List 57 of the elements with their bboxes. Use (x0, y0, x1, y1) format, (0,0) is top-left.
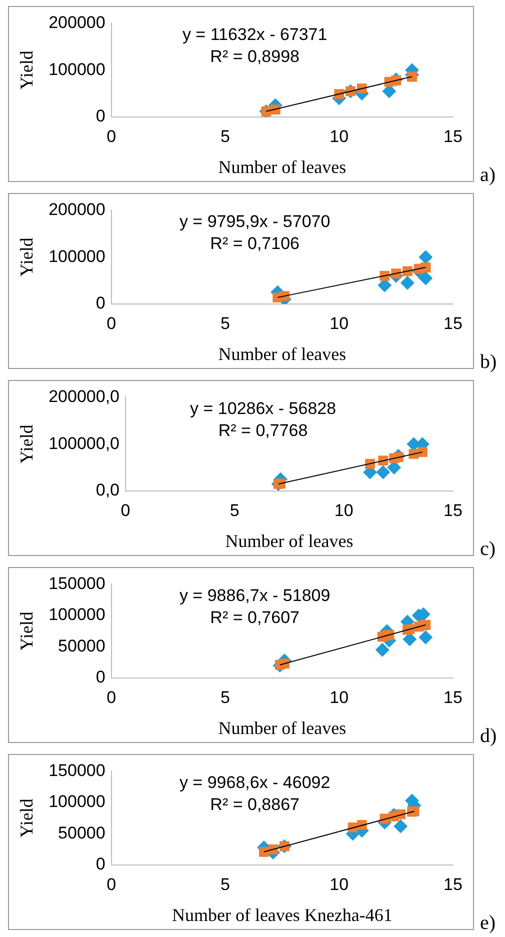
y-tick-label: 50000 (58, 823, 106, 842)
y-tick-label: 100000 (48, 792, 106, 812)
y-tick-label: 100000 (48, 60, 106, 79)
x-tick-label: 5 (230, 500, 240, 520)
y-tick-label: 100000 (48, 246, 106, 266)
x-tick-label: 15 (444, 314, 462, 333)
x-tick-label: 10 (330, 314, 349, 333)
x-tick-label: 10 (330, 874, 349, 894)
x-axis-title: Number of leaves Knezha-461 (172, 904, 392, 925)
y-tick-label: 0 (96, 106, 106, 126)
x-tick-label: 5 (220, 314, 230, 333)
x-axis-title: Number of leaves (218, 344, 346, 364)
y-tick-label: 200000 (48, 12, 106, 32)
text: c) (480, 538, 496, 561)
y-tick-label: 0 (96, 668, 106, 687)
x-tick-label: 10 (334, 500, 354, 520)
x-axis-title: Number of leaves (218, 156, 346, 177)
x-tick-label: 15 (444, 688, 462, 707)
x-tick-label: 15 (444, 500, 462, 520)
y-axis-title: Yield (16, 424, 37, 464)
text: e) (480, 912, 496, 935)
y-tick-label: 200000,0 (48, 386, 120, 406)
x-tick-label: 10 (330, 126, 349, 146)
x-tick-label: 5 (220, 688, 230, 707)
annotation: R² = 0,7106 (210, 234, 300, 253)
y-tick-label: 150000 (48, 760, 106, 780)
y-tick-label: 100000 (48, 605, 106, 624)
x-tick-label: 15 (444, 874, 462, 894)
text: d) (480, 725, 497, 748)
annotation: y = 11632x - 67371 (182, 24, 328, 44)
annotation: y = 9886,7x - 51809 (179, 586, 330, 605)
y-axis-title: Yield (16, 612, 37, 651)
y-tick-label: 200000 (48, 200, 106, 219)
x-tick-label: 10 (330, 688, 349, 707)
y-tick-label: 0 (96, 294, 106, 313)
y-axis-title: Yield (16, 238, 37, 277)
y-axis-title: Yield (16, 798, 37, 838)
y-tick-label: 150000 (48, 574, 106, 593)
annotation: R² = 0,7768 (218, 420, 308, 440)
annotation: y = 9795,9x - 57070 (179, 212, 330, 231)
x-axis-title: Number of leaves (218, 718, 346, 738)
text: a) (480, 164, 496, 187)
x-tick-label: 15 (444, 126, 462, 146)
y-tick-label: 50000 (58, 636, 106, 656)
text: b) (480, 351, 497, 374)
x-axis-title: Number of leaves (225, 530, 354, 551)
annotation: R² = 0,8998 (210, 46, 300, 66)
y-axis-title: Yield (16, 50, 37, 90)
annotation: y = 10286x - 56828 (190, 398, 336, 418)
y-tick-label: 100000,0 (48, 434, 120, 453)
y-tick-label: 0,0 (96, 480, 120, 500)
annotation: R² = 0,7607 (210, 608, 300, 627)
x-tick-label: 5 (220, 126, 230, 146)
annotation: y = 9968,6x - 46092 (179, 772, 330, 792)
annotation: R² = 0,8867 (210, 794, 300, 814)
y-tick-label: 0 (96, 854, 106, 874)
x-tick-label: 5 (220, 874, 230, 894)
